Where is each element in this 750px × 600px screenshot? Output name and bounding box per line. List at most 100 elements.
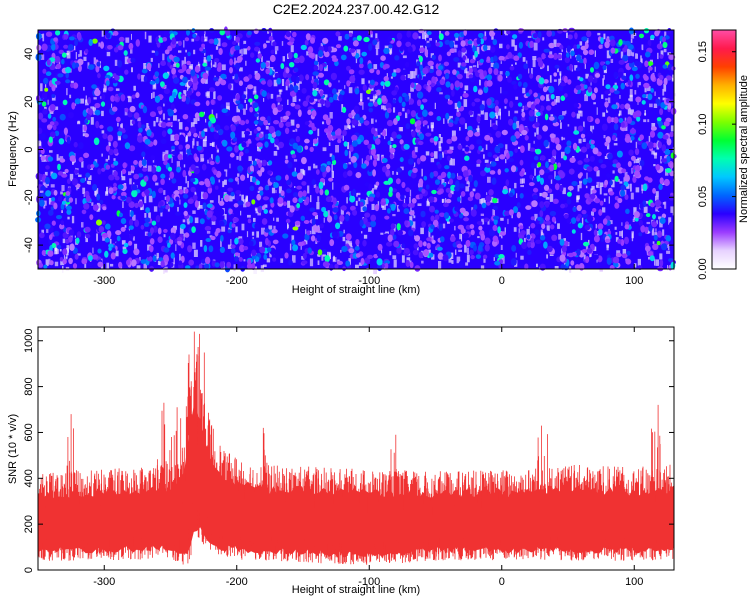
heatmap-cell — [342, 106, 347, 113]
heatmap-cell — [447, 100, 453, 105]
heatmap-cell — [294, 104, 301, 110]
heatmap-cell — [182, 193, 189, 199]
heatmap-cell — [433, 151, 438, 159]
heatmap-cell — [443, 118, 445, 124]
heatmap-cell — [267, 133, 273, 140]
heatmap-cell — [656, 220, 658, 225]
heatmap-cell — [457, 62, 461, 68]
heatmap-cell — [500, 87, 502, 94]
heatmap-cell — [243, 40, 247, 45]
heatmap-cell — [85, 172, 91, 178]
heatmap-cell — [385, 163, 391, 170]
heatmap-cell — [552, 198, 559, 204]
heatmap-cell — [184, 37, 190, 42]
heatmap-cell — [381, 198, 386, 203]
heatmap-cell — [260, 62, 266, 69]
heatmap-cell — [351, 140, 358, 147]
heatmap-cell — [522, 105, 524, 112]
heatmap-cell — [234, 145, 239, 153]
heatmap-cell — [577, 173, 582, 179]
heatmap-cell — [99, 124, 104, 129]
heatmap-cell — [662, 88, 665, 96]
heatmap-cell — [241, 43, 249, 49]
heatmap-cell — [529, 73, 534, 79]
heatmap-cell — [317, 230, 322, 233]
heatmap-cell — [504, 210, 511, 216]
heatmap-cell — [629, 128, 637, 134]
heatmap-cell — [236, 105, 240, 113]
heatmap-cell — [42, 200, 47, 206]
heatmap-cell — [522, 82, 528, 88]
heatmap-cell — [567, 253, 569, 257]
heatmap-cell — [377, 97, 382, 105]
heatmap-cell — [266, 40, 270, 43]
heatmap-cell — [113, 47, 119, 53]
heatmap-cell — [39, 190, 44, 193]
heatmap-cell — [197, 117, 200, 121]
heatmap-cell — [257, 162, 262, 169]
heatmap-cell — [63, 127, 68, 136]
heatmap-cell — [602, 112, 606, 117]
heatmap-cell — [514, 45, 518, 51]
heatmap-cell — [472, 44, 477, 53]
heatmap-cell — [615, 99, 618, 107]
heatmap-cell — [370, 127, 376, 135]
heatmap-cell — [113, 170, 118, 177]
heatmap-cell — [163, 102, 165, 107]
heatmap-cell — [624, 171, 628, 177]
heatmap-cell — [444, 31, 450, 36]
heatmap-cell — [381, 105, 384, 110]
heatmap-cell — [43, 77, 49, 85]
heatmap-cell — [348, 162, 352, 165]
heatmap-cell — [426, 42, 431, 48]
heatmap-cell — [416, 99, 422, 107]
heatmap-cell — [368, 227, 372, 232]
heatmap-cell — [664, 31, 667, 38]
heatmap-cell — [162, 72, 169, 79]
heatmap-cell — [43, 204, 46, 209]
heatmap-cell — [260, 167, 265, 173]
heatmap-cell — [484, 166, 491, 173]
heatmap-cell — [345, 260, 351, 267]
heatmap-y-tick-label: 40 — [23, 48, 35, 60]
heatmap-cell — [193, 118, 198, 124]
heatmap-cell — [140, 224, 145, 230]
heatmap-cell — [287, 224, 289, 229]
heatmap-cell — [235, 190, 242, 195]
heatmap-cell — [527, 249, 532, 255]
heatmap-cell — [136, 135, 144, 143]
heatmap-cell — [292, 255, 296, 263]
heatmap-cell — [87, 97, 92, 104]
heatmap-cell — [536, 117, 538, 124]
heatmap-cell — [277, 102, 280, 107]
heatmap-cell — [358, 262, 363, 266]
heatmap-cell — [53, 202, 58, 210]
heatmap-cell — [48, 198, 53, 205]
heatmap-cell — [87, 62, 90, 69]
snr-y-tick-label: 1000 — [23, 329, 35, 353]
heatmap-cell — [438, 223, 443, 231]
heatmap-cell — [77, 121, 81, 125]
heatmap-cell — [444, 72, 450, 80]
heatmap-cell — [343, 45, 349, 52]
heatmap-cell — [320, 165, 326, 173]
heatmap-cell — [342, 133, 344, 141]
heatmap-cell — [513, 83, 518, 90]
heatmap-cell — [671, 66, 676, 71]
heatmap-cell — [593, 87, 598, 94]
heatmap-cell — [592, 125, 595, 130]
heatmap-cell — [312, 212, 318, 216]
heatmap-cell — [648, 69, 650, 73]
heatmap-cell — [290, 102, 296, 107]
heatmap-cell — [593, 61, 600, 70]
heatmap-cell — [332, 57, 339, 62]
heatmap-cell — [405, 187, 411, 192]
heatmap-cell — [339, 90, 345, 96]
heatmap-cell — [183, 233, 185, 241]
colorbar-axis: 0.000.050.100.15 — [697, 41, 736, 280]
heatmap-cell — [221, 42, 228, 48]
heatmap-cell — [520, 185, 524, 188]
heatmap-cell — [332, 207, 339, 213]
heatmap-cell — [403, 143, 410, 150]
heatmap-cell — [77, 33, 82, 41]
